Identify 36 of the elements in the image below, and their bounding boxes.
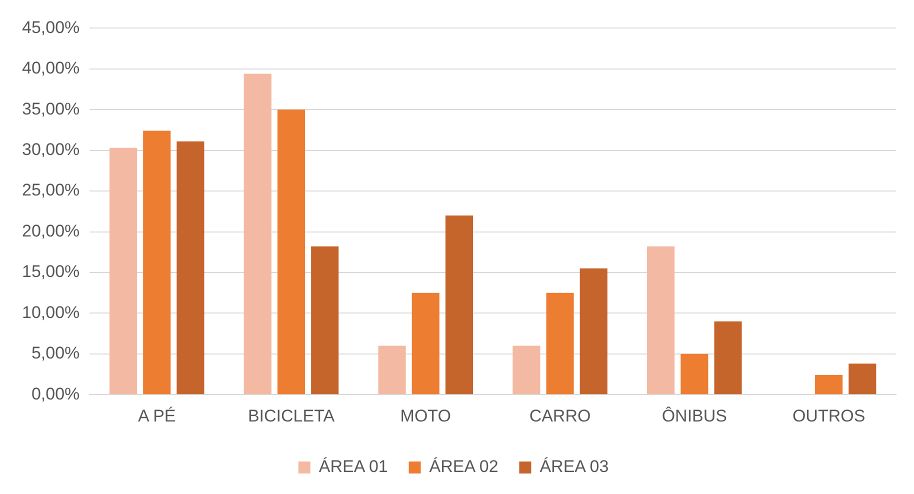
bar — [815, 375, 843, 394]
y-tick-label: 40,00% — [22, 58, 80, 78]
y-tick-label: 30,00% — [22, 140, 80, 160]
bar — [277, 110, 306, 394]
bar — [109, 148, 138, 394]
bar — [445, 215, 474, 394]
bar — [311, 246, 339, 394]
bar — [580, 268, 608, 394]
x-tick-label: OUTROS — [792, 406, 866, 426]
y-tick-label: 0,00% — [31, 384, 80, 404]
bar — [546, 292, 574, 394]
bar — [412, 292, 440, 394]
bar — [714, 321, 742, 394]
x-tick-label: A PÉ — [138, 406, 176, 426]
legend-label: ÁREA 03 — [540, 457, 609, 476]
y-tick-label: 20,00% — [22, 221, 80, 240]
legend-label: ÁREA 01 — [318, 457, 388, 476]
y-tick-label: 15,00% — [22, 262, 80, 282]
y-tick-label: 25,00% — [22, 180, 80, 200]
x-tick-label: ÔNIBUS — [662, 406, 728, 426]
x-tick-label: BICICLETA — [248, 406, 336, 426]
bar — [176, 141, 204, 394]
bar — [378, 346, 406, 394]
y-tick-label: 10,00% — [22, 302, 80, 322]
x-tick-label: CARRO — [529, 406, 591, 426]
bar — [680, 354, 708, 394]
bar — [647, 246, 675, 394]
y-tick-label: 45,00% — [22, 18, 80, 37]
y-tick-label: 5,00% — [31, 344, 80, 363]
bar — [244, 74, 272, 394]
x-tick-label: MOTO — [400, 406, 451, 426]
legend-label: ÁREA 02 — [429, 457, 498, 476]
bar — [143, 130, 171, 394]
y-tick-label: 35,00% — [22, 99, 80, 118]
bar — [848, 364, 876, 394]
bar — [512, 346, 540, 394]
